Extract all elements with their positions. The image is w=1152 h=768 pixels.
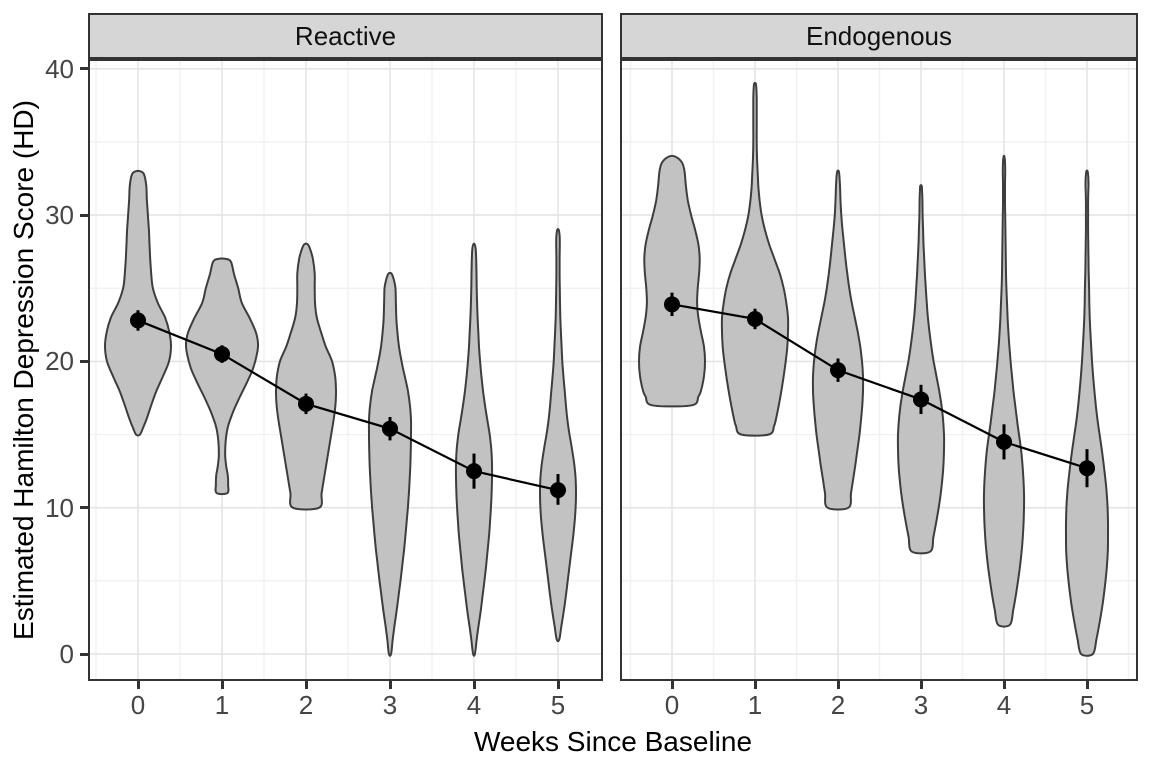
x-tick-label: 5	[1079, 690, 1095, 720]
x-tick-mark	[1002, 681, 1006, 689]
x-tick-label: 0	[664, 690, 680, 720]
panel-endogenous	[620, 59, 1138, 681]
mean-point-week-1	[747, 310, 763, 327]
facet-strip-reactive: Reactive	[88, 13, 603, 59]
mean-point-week-3	[913, 391, 929, 408]
panel-reactive	[88, 59, 603, 681]
mean-point-week-5	[550, 482, 566, 499]
x-tick-mark	[136, 681, 140, 689]
violin-week-1	[184, 257, 260, 496]
x-tick-label: 3	[382, 690, 398, 720]
x-tick-label: 5	[550, 690, 566, 720]
violin-week-2	[811, 169, 865, 511]
mean-line	[671, 303, 1088, 470]
x-tick-mark	[670, 681, 674, 689]
x-tick-label: 3	[913, 690, 929, 720]
x-tick-mark	[220, 681, 224, 689]
x-tick-label: 4	[466, 690, 482, 720]
mean-point-week-0	[130, 312, 146, 329]
mean-point-week-3	[382, 420, 398, 437]
x-tick-label: 4	[996, 690, 1012, 720]
x-tick-mark	[556, 681, 560, 689]
x-tick-label: 0	[130, 690, 146, 720]
y-tick-mark	[80, 213, 88, 217]
violin-week-0	[638, 154, 706, 408]
x-tick-mark	[836, 681, 840, 689]
mean-point-week-0	[664, 296, 680, 313]
x-tick-mark	[388, 681, 392, 689]
x-tick-label: 2	[298, 690, 314, 720]
mean-point-week-4	[996, 433, 1012, 450]
violin-week-5	[539, 228, 577, 643]
y-tick-label: 30	[45, 200, 74, 231]
mean-line	[137, 319, 559, 492]
violin-week-1	[720, 81, 790, 437]
x-tick-mark	[753, 681, 757, 689]
x-tick-mark	[472, 681, 476, 689]
x-tick-mark	[1085, 681, 1089, 689]
facet-strip-endogenous: Endogenous	[620, 13, 1138, 59]
y-tick-mark	[80, 359, 88, 363]
mean-point-week-4	[466, 463, 482, 480]
violin-week-4	[982, 154, 1026, 628]
y-tick-mark	[80, 652, 88, 656]
mean-point-week-2	[830, 362, 846, 379]
y-tick-label: 10	[45, 492, 74, 523]
violin-week-4	[454, 242, 494, 657]
x-tick-mark	[304, 681, 308, 689]
y-tick-mark	[80, 67, 88, 71]
y-tick-label: 20	[45, 346, 74, 377]
mean-point-week-5	[1079, 460, 1095, 477]
y-tick-mark	[80, 506, 88, 510]
x-tick-label: 2	[830, 690, 846, 720]
violin-week-5	[1064, 169, 1110, 657]
x-tick-label: 1	[214, 690, 230, 720]
facet-strip-label: Reactive	[294, 20, 397, 51]
facet-strip-label: Endogenous	[805, 20, 953, 51]
y-tick-label: 40	[45, 53, 74, 84]
mean-point-week-1	[214, 346, 230, 363]
panel-canvas	[90, 61, 601, 679]
violin-week-2	[274, 242, 338, 511]
y-tick-label: 0	[59, 639, 74, 669]
x-tick-mark	[919, 681, 923, 689]
violin-week-3	[367, 271, 413, 657]
panel-canvas	[622, 61, 1136, 679]
violin-week-0	[103, 169, 173, 437]
violin-week-3	[896, 184, 946, 555]
mean-point-week-2	[298, 395, 314, 412]
x-tick-label: 1	[747, 690, 763, 720]
x-axis-title: Weeks Since Baseline	[473, 726, 753, 757]
